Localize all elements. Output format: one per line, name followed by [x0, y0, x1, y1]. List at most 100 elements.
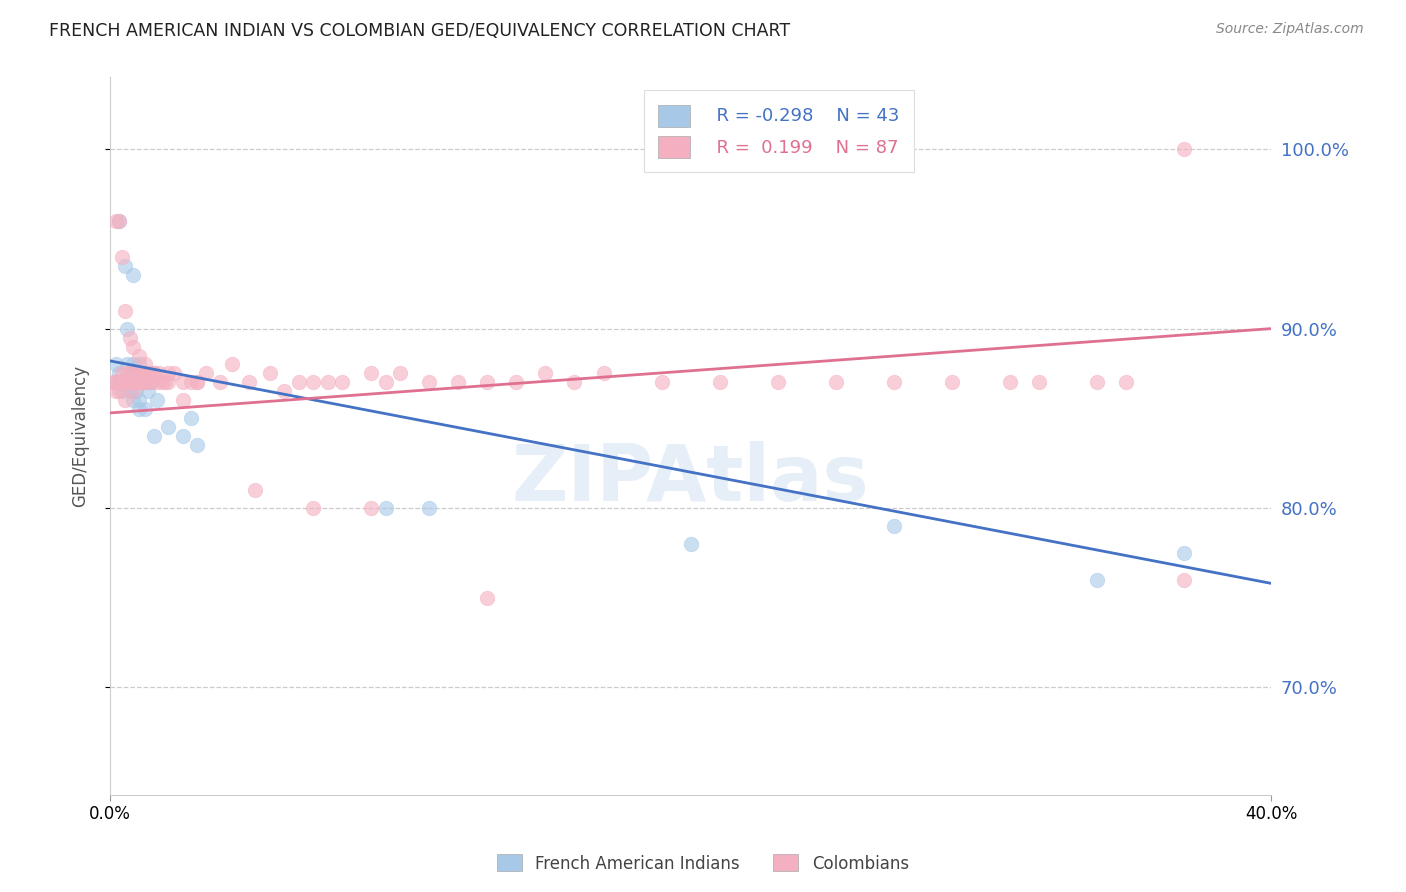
Point: [134, 376, 156, 390]
Point: [134, 358, 156, 372]
Point: [389, 367, 412, 381]
Point: [107, 384, 129, 399]
Point: [120, 376, 142, 390]
Point: [477, 376, 499, 390]
Point: [139, 376, 162, 390]
Point: [302, 376, 325, 390]
Point: [111, 376, 134, 390]
Point: [1173, 546, 1195, 560]
Point: [883, 376, 905, 390]
Point: [142, 367, 165, 381]
Point: [163, 367, 186, 381]
Point: [139, 367, 162, 381]
Point: [592, 367, 614, 381]
Point: [330, 376, 353, 390]
Point: [107, 214, 129, 228]
Point: [125, 376, 148, 390]
Point: [447, 376, 470, 390]
Point: [104, 376, 127, 390]
Point: [107, 367, 129, 381]
Point: [114, 376, 136, 390]
Point: [238, 376, 260, 390]
Point: [114, 376, 136, 390]
Point: [114, 259, 136, 273]
Point: [418, 501, 440, 516]
Point: [114, 393, 136, 408]
Text: Source: ZipAtlas.com: Source: ZipAtlas.com: [1216, 22, 1364, 37]
Point: [128, 376, 150, 390]
Point: [122, 268, 145, 282]
Point: [117, 321, 139, 335]
Point: [120, 376, 142, 390]
Point: [111, 384, 134, 399]
Point: [998, 376, 1021, 390]
Point: [245, 483, 267, 497]
Point: [117, 376, 139, 390]
Point: [145, 376, 167, 390]
Point: [374, 501, 396, 516]
Point: [172, 393, 194, 408]
Point: [125, 384, 148, 399]
Point: [302, 501, 325, 516]
Point: [360, 501, 382, 516]
Point: [122, 367, 145, 381]
Point: [136, 367, 159, 381]
Point: [117, 367, 139, 381]
Point: [114, 303, 136, 318]
Point: [134, 367, 156, 381]
Point: [122, 384, 145, 399]
Point: [104, 214, 127, 228]
Point: [120, 376, 142, 390]
Point: [128, 367, 150, 381]
Point: [180, 376, 202, 390]
Point: [111, 367, 134, 381]
Point: [186, 376, 208, 390]
Point: [145, 393, 167, 408]
Point: [157, 420, 180, 434]
Point: [374, 376, 396, 390]
Point: [131, 376, 153, 390]
Point: [259, 367, 281, 381]
Point: [134, 402, 156, 417]
Point: [125, 367, 148, 381]
Point: [128, 358, 150, 372]
Point: [172, 429, 194, 443]
Point: [104, 376, 127, 390]
Point: [142, 429, 165, 443]
Point: [186, 376, 208, 390]
Point: [172, 376, 194, 390]
Point: [150, 376, 173, 390]
Point: [128, 376, 150, 390]
Point: [120, 384, 142, 399]
Point: [157, 367, 180, 381]
Point: [104, 358, 127, 372]
Point: [1173, 142, 1195, 156]
Point: [111, 376, 134, 390]
Point: [142, 367, 165, 381]
Point: [128, 349, 150, 363]
Y-axis label: GED/Equivalency: GED/Equivalency: [72, 365, 89, 508]
Point: [1115, 376, 1137, 390]
Point: [287, 376, 309, 390]
Point: [709, 376, 731, 390]
Point: [136, 376, 159, 390]
Point: [505, 376, 527, 390]
Point: [125, 376, 148, 390]
Point: [122, 393, 145, 408]
Point: [1085, 573, 1108, 587]
Point: [157, 376, 180, 390]
Point: [221, 358, 243, 372]
Legend: French American Indians, Colombians: French American Indians, Colombians: [491, 847, 915, 880]
Point: [209, 376, 232, 390]
Point: [122, 358, 145, 372]
Point: [131, 376, 153, 390]
Point: [117, 376, 139, 390]
Point: [316, 376, 339, 390]
Point: [534, 367, 557, 381]
Point: [155, 376, 177, 390]
Point: [477, 591, 499, 605]
Point: [564, 376, 586, 390]
Point: [1028, 376, 1050, 390]
Point: [117, 358, 139, 372]
Point: [679, 537, 702, 551]
